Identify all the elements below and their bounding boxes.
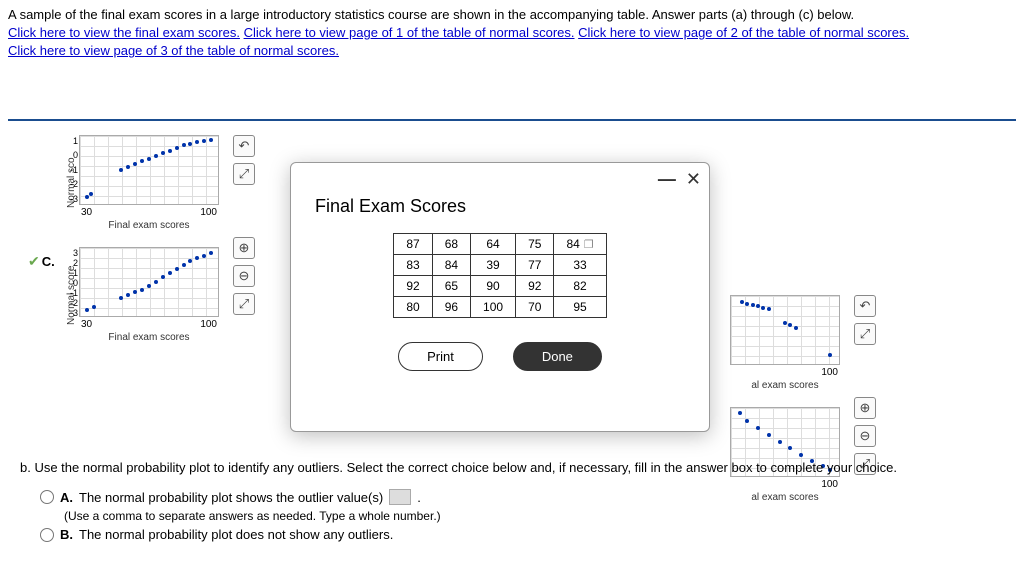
problem-header: A sample of the final exam scores in a l… (0, 0, 1024, 69)
intro-text: A sample of the final exam scores in a l… (8, 6, 1016, 61)
modal-title: Final Exam Scores (291, 196, 709, 227)
option-b[interactable]: B. The normal probability plot does not … (40, 527, 1004, 542)
link-normal-p3[interactable]: Click here to view page of 3 of the tabl… (8, 43, 339, 58)
zoom-out-icon[interactable]: ⊖ (233, 265, 255, 287)
option-a[interactable]: A. The normal probability plot shows the… (40, 489, 1004, 505)
answer-input[interactable] (389, 489, 411, 505)
y-ticks: 10-1-2-3 (66, 136, 78, 204)
copy-icon[interactable]: ❐ (584, 239, 594, 251)
reset-zoom-icon[interactable]: ↶ (854, 295, 876, 317)
radio-option-b[interactable] (40, 528, 54, 542)
chart-top-right: 100 al exam scores (730, 295, 840, 391)
expand-icon[interactable]: ⤢ (233, 163, 255, 185)
x-axis-label: al exam scores (730, 380, 840, 391)
done-button[interactable]: Done (513, 342, 602, 371)
y-ticks: 3210-1-2-3 (66, 248, 78, 316)
chart-tools: ↶ ⤢ ⊕ ⊖ ⤢ (233, 135, 255, 315)
intro-sentence: A sample of the final exam scores in a l… (8, 7, 854, 22)
x-axis-label: Final exam scores (79, 220, 219, 231)
table-row: 8768647584❐ (394, 234, 606, 255)
minimize-icon[interactable]: — (658, 169, 676, 190)
scores-table: 8768647584❐ 8384397733 9265909282 809610… (393, 233, 606, 318)
plot-area: 10-1-2-3 (79, 135, 219, 205)
chart-top-left: Normal sco 10-1-2-3 (66, 135, 219, 231)
expand-icon[interactable]: ⤢ (854, 323, 876, 345)
zoom-in-icon[interactable]: ⊕ (854, 397, 876, 419)
radio-option-a[interactable] (40, 490, 54, 504)
table-row: 9265909282 (394, 276, 606, 297)
close-icon[interactable]: ✕ (686, 169, 701, 190)
print-button[interactable]: Print (398, 342, 483, 371)
zoom-out-icon[interactable]: ⊖ (854, 425, 876, 447)
scores-modal: — ✕ Final Exam Scores 8768647584❐ 838439… (290, 162, 710, 432)
link-normal-p1[interactable]: Click here to view page of 1 of the tabl… (244, 25, 575, 40)
table-row: 8384397733 (394, 255, 606, 276)
plot-area: 3210-1-2-3 (79, 247, 219, 317)
x-axis-label: Final exam scores (79, 332, 219, 343)
left-chart-group: Normal sco 10-1-2-3 (66, 135, 255, 343)
option-c-marker: ✔C. (28, 253, 55, 270)
link-normal-p2[interactable]: Click here to view page of 2 of the tabl… (578, 25, 909, 40)
option-a-note: (Use a comma to separate answers as need… (64, 509, 1004, 523)
link-exam-scores[interactable]: Click here to view the final exam scores… (8, 25, 240, 40)
reset-zoom-icon[interactable]: ↶ (233, 135, 255, 157)
expand-icon[interactable]: ⤢ (233, 293, 255, 315)
question-text: b. Use the normal probability plot to id… (20, 460, 1004, 475)
zoom-in-icon[interactable]: ⊕ (233, 237, 255, 259)
chart-bottom-left: Normal score 3210-1-2-3 (66, 247, 219, 343)
question-b: b. Use the normal probability plot to id… (0, 460, 1024, 546)
plot-area (730, 295, 840, 365)
table-row: 80961007095 (394, 297, 606, 318)
